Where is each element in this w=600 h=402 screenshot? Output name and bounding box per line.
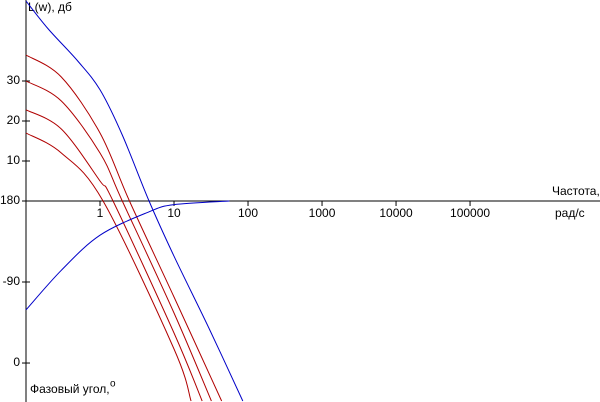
x-axis-label: рад/с <box>555 206 585 220</box>
x-tick-label: 10 <box>167 206 181 220</box>
y-tick-label: 30 <box>7 73 21 87</box>
y2-tick-label: -180 <box>0 193 20 207</box>
line <box>25 54 223 402</box>
x-axis-label: Частота, <box>552 184 600 198</box>
x-tick-label: 1 <box>97 206 104 220</box>
line <box>25 80 212 402</box>
y-tick-label: 20 <box>7 113 21 127</box>
line <box>25 109 203 402</box>
x-tick-label: 10000 <box>379 206 413 220</box>
line <box>25 200 230 311</box>
y2-axis-label: Фазовый угол, <box>30 382 110 396</box>
y-tick-label: 10 <box>7 153 21 167</box>
line <box>25 0 244 402</box>
y2-tick-label: -90 <box>3 274 21 288</box>
x-tick-label: 100 <box>238 206 258 220</box>
x-tick-label: 100000 <box>450 206 490 220</box>
x-tick-label: 1000 <box>309 206 336 220</box>
y2-axis-unit: o <box>110 379 116 390</box>
y-axis-label: L(w), дб <box>28 0 72 14</box>
line <box>25 132 192 402</box>
y2-tick-label: 0 <box>13 355 20 369</box>
